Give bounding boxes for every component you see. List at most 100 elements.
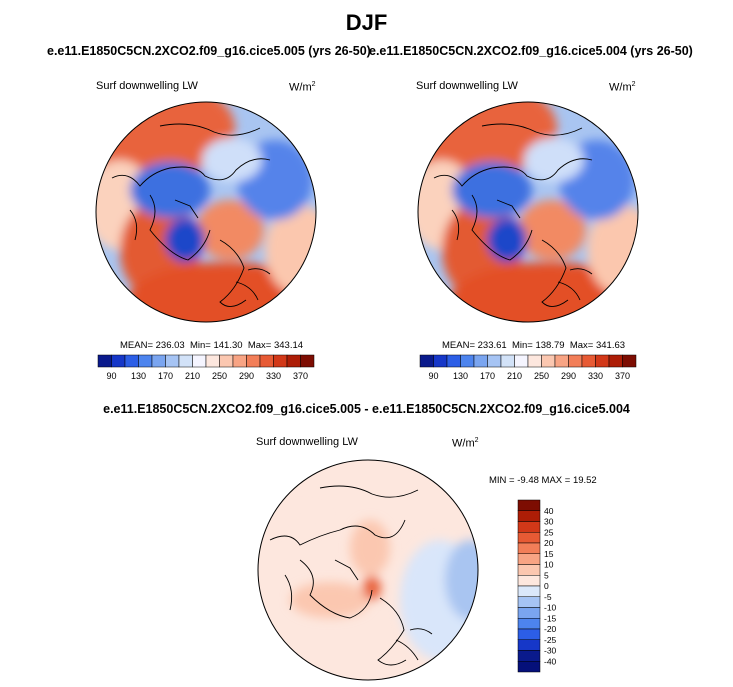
panel-1-variable-label: Surf downwelling LW (96, 80, 198, 92)
panel-3-colorbar-tick-label: 20 (544, 538, 554, 548)
panel-3-colorbar-tick-label: 40 (544, 506, 554, 516)
panel-3-colorbar-swatch (517, 628, 541, 640)
panel-1-colorbar-swatch (124, 354, 139, 368)
panel-1-colorbar-swatch (286, 354, 301, 368)
panel-3-map (258, 460, 478, 680)
panel-1-colorbar-swatch (97, 354, 112, 368)
panel-3-colorbar-tick-label: 10 (544, 560, 554, 570)
panel-3-colorbar-swatch (517, 618, 541, 630)
panel-2-map (418, 102, 638, 322)
panel-2-case-title: e.e11.E1850C5CN.2XCO2.f09_g16.cice5.004 … (369, 44, 693, 58)
panel-3-units: W/m2 (452, 437, 479, 450)
panel-1-colorbar-swatch (205, 354, 220, 368)
panel-1-colorbar-swatch (300, 354, 315, 368)
panel-3-colorbar-swatch (517, 499, 541, 511)
panel-2-colorbar-swatch (460, 354, 475, 368)
panel-3-colorbar-swatch (517, 532, 541, 544)
panel-3-colorbar-swatch (517, 661, 541, 673)
panel-2-colorbar-swatch (500, 354, 515, 368)
panel-2-colorbar-swatch (608, 354, 623, 368)
panel-3-colorbar-tick-label: -15 (544, 613, 557, 623)
panel-1-colorbar-tick-label: 170 (158, 371, 173, 381)
panel-3-variable-label: Surf downwelling LW (256, 436, 358, 448)
panel-2-colorbar-swatch (595, 354, 610, 368)
panel-3-colorbar-tick-label: 15 (544, 549, 554, 559)
panel-3-colorbar-tick-label: 30 (544, 517, 554, 527)
diff-title: e.e11.E1850C5CN.2XCO2.f09_g16.cice5.005 … (103, 402, 630, 416)
panel-3-colorbar-tick-label: -30 (544, 646, 557, 656)
panel-2-colorbar-swatch (433, 354, 448, 368)
panel-2-colorbar-swatch (568, 354, 583, 368)
panel-2-colorbar-swatch (514, 354, 529, 368)
panel-2-variable-label: Surf downwelling LW (416, 80, 518, 92)
panel-2-map-border (417, 101, 639, 323)
panel-1-colorbar-tick-label: 90 (106, 371, 116, 381)
panel-2-colorbar-swatch (622, 354, 637, 368)
panel-3-colorbar-swatch (517, 510, 541, 522)
panel-1-colorbar-tick-label: 330 (266, 371, 281, 381)
panel-1-stats: MEAN= 236.03 Min= 141.30 Max= 343.14 (120, 340, 303, 351)
panel-3-colorbar-swatch (517, 575, 541, 587)
panel-2-colorbar-swatch (541, 354, 556, 368)
panel-1-min: Min= 141.30 (189, 340, 243, 351)
panel-3-colorbar-tick-label: 0 (544, 581, 549, 591)
panel-1-colorbar-swatch (178, 354, 193, 368)
panel-2-colorbar-tick-label: 130 (453, 371, 468, 381)
panel-1-max: Max= 343.14 (247, 340, 304, 351)
panel-3-colorbar-swatch (517, 596, 541, 608)
panel-3-colorbar-swatch (517, 585, 541, 597)
panel-2-units: W/m2 (609, 81, 636, 94)
panel-1-colorbar-swatch (192, 354, 207, 368)
panel-1-colorbar: 90 130 170 210 250 290 330 370 (97, 354, 315, 381)
panel-1-colorbar-tick-label: 290 (239, 371, 254, 381)
panel-2-colorbar-swatch (419, 354, 434, 368)
panel-1-colorbar-tick-label: 130 (131, 371, 146, 381)
panel-1-map (96, 102, 316, 322)
panel-2-colorbar-tick-label: 250 (534, 371, 549, 381)
panel-3-map-border (257, 459, 479, 681)
panel-2-colorbar-swatch (527, 354, 542, 368)
panel-3-colorbar-tick-label: 25 (544, 527, 554, 537)
panel-1-colorbar-swatch (232, 354, 247, 368)
panel-2-colorbar-tick-label: 290 (561, 371, 576, 381)
panel-2-colorbar-tick-label: 210 (507, 371, 522, 381)
panel-3-colorbar-swatch (517, 639, 541, 651)
panel-2-colorbar: 90 130 170 210 250 290 330 370 (419, 354, 637, 381)
panel-2-stats: MEAN= 233.61 Min= 138.79 Max= 341.63 (442, 340, 625, 351)
panel-3-colorbar-tick-label: -40 (544, 656, 557, 666)
panel-3-colorbar-swatch (517, 521, 541, 533)
panel-2-colorbar-swatch (487, 354, 502, 368)
panel-1-colorbar-swatch (219, 354, 234, 368)
panel-2-colorbar-swatch (581, 354, 596, 368)
panel-3-colorbar-tick-label: -5 (544, 592, 552, 602)
panel-2-colorbar-tick-label: 170 (480, 371, 495, 381)
panel-2-min: Min= 138.79 (511, 340, 565, 351)
figure-title: DJF (345, 10, 388, 35)
panel-1-colorbar-swatch (138, 354, 153, 368)
panel-1-colorbar-swatch (151, 354, 166, 368)
panel-2-colorbar-tick-label: 330 (588, 371, 603, 381)
panel-2-colorbar-swatch (554, 354, 569, 368)
panel-1-colorbar-swatch (165, 354, 180, 368)
panel-2-colorbar-swatch (473, 354, 488, 368)
panel-2-colorbar-tick-label: 90 (428, 371, 438, 381)
panel-3-colorbar-swatch (517, 542, 541, 554)
panel-1-colorbar-tick-label: 210 (185, 371, 200, 381)
panel-1-colorbar-swatch (111, 354, 126, 368)
panel-3-stats: MIN = -9.48 MAX = 19.52 (489, 475, 597, 486)
panel-3-colorbar-tick-label: 5 (544, 570, 549, 580)
panel-3-colorbar-tick-label: -25 (544, 635, 557, 645)
panel-3-colorbar-swatch (517, 564, 541, 576)
panel-3-colorbar-swatch (517, 607, 541, 619)
panel-1-case-title: e.e11.E1850C5CN.2XCO2.f09_g16.cice5.005 … (47, 44, 371, 58)
panel-3-colorbar-tick-label: -20 (544, 624, 557, 634)
panel-1-colorbar-tick-label: 250 (212, 371, 227, 381)
panel-1-mean: MEAN= 236.03 (120, 340, 185, 351)
panel-3-colorbar-swatch (517, 553, 541, 565)
panel-1-colorbar-swatch (246, 354, 261, 368)
panel-2-colorbar-tick-label: 370 (615, 371, 630, 381)
panel-1-map-border (95, 101, 317, 323)
panel-2-mean: MEAN= 233.61 (442, 340, 507, 351)
